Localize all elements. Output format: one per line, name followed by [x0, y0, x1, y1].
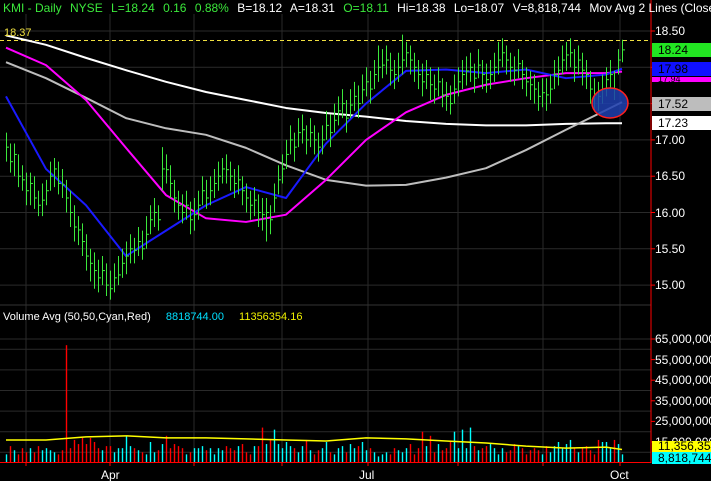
volume-average-value: 11356354.16: [239, 311, 303, 323]
price-tick-label: 16.00: [655, 205, 686, 220]
study-label[interactable]: Mov Avg 2 Lines (Close,20 ...: [589, 1, 711, 15]
volume-average-line: [6, 435, 623, 451]
volume-current-tag: 8,818,744: [652, 452, 711, 464]
reference-line-label: 18.37: [4, 27, 32, 39]
ask-price: A=18.31: [289, 1, 335, 15]
volume-tick-label: 35,000,000: [655, 393, 711, 408]
date-label-oct: Oct: [610, 468, 629, 481]
price-tick-label: 16.50: [655, 169, 686, 184]
date-label-jul: Jul: [359, 468, 375, 481]
volume-study-label[interactable]: Volume Avg (50,50,Cyan,Red): [3, 311, 151, 323]
volume-value: V=8,818,744: [512, 1, 581, 15]
exchange-label: NYSE: [70, 1, 103, 15]
date-label-apr: Apr: [101, 468, 120, 481]
moving-average-line: [5, 67, 623, 258]
open-price: O=18.11: [343, 1, 389, 15]
price-tick-label: 15.00: [655, 278, 686, 293]
volume-legend: Volume Avg (50,50,Cyan,Red) 8818744.00 1…: [3, 311, 314, 323]
volume-tick-label: 45,000,000: [655, 373, 711, 388]
price-tag: 17.98: [652, 62, 711, 76]
moving-average-line: [5, 34, 622, 127]
symbol-label: KMI - Daily: [3, 1, 62, 15]
price-tick-label: 18.50: [655, 24, 686, 38]
moving-average-line: [5, 61, 623, 187]
highlight-circle: [591, 87, 629, 119]
moving-average-line: [5, 46, 623, 223]
price-tag: 17.94: [652, 77, 711, 82]
volume-current-value: 8818744.00: [165, 311, 224, 323]
price-tag: 18.24: [652, 43, 711, 57]
price-tag: 17.52: [652, 97, 711, 111]
price-tick-label: 17.00: [655, 132, 686, 147]
high-price: Hi=18.38: [397, 1, 446, 15]
volume-tick-label: 55,000,000: [655, 352, 711, 367]
change-value: 0.16: [163, 1, 187, 15]
change-percent: 0.88%: [194, 1, 229, 15]
price-tick-label: 15.50: [655, 241, 686, 256]
last-price: L=18.24: [111, 1, 155, 15]
volume-average-tag: 11,356,354: [652, 441, 711, 452]
low-price: Lo=18.07: [453, 1, 505, 15]
bid-price: B=18.12: [237, 1, 283, 15]
price-tag: 17.23: [652, 116, 711, 130]
volume-tick-label: 65,000,000: [655, 332, 711, 346]
volume-tick-label: 25,000,000: [655, 414, 711, 429]
chart-header: KMI - Daily NYSE L=18.24 0.16 0.88% B=18…: [3, 1, 711, 15]
